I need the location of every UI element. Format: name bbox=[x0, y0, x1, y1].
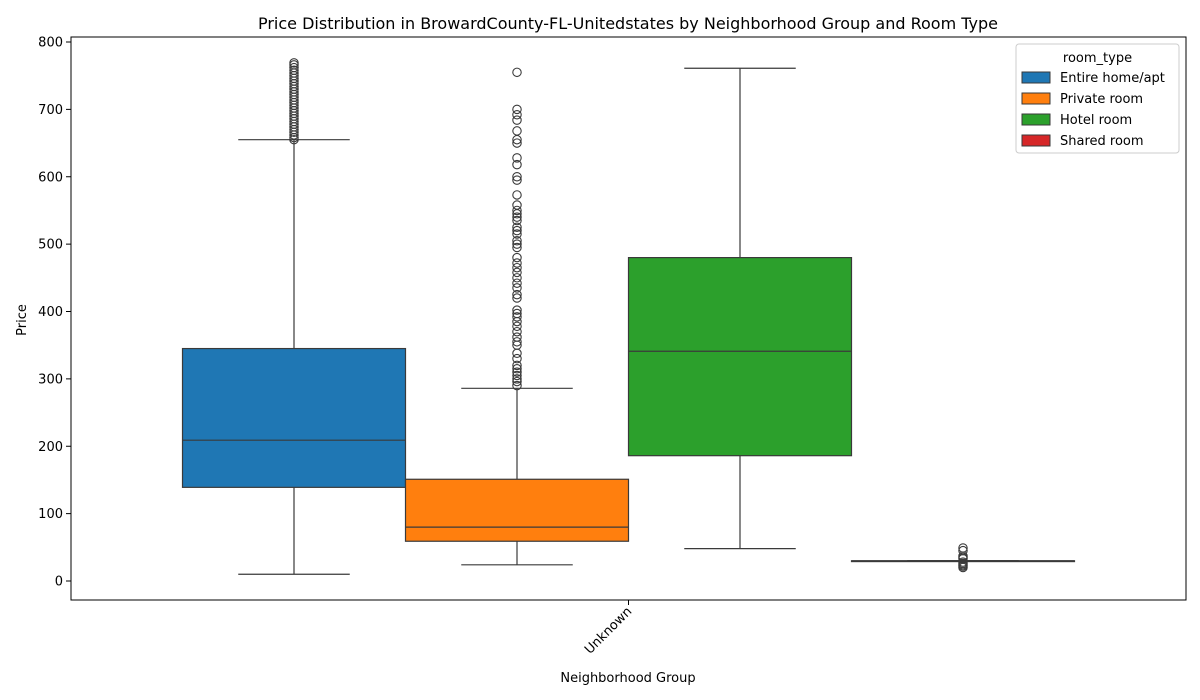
x-axis-label: Neighborhood Group bbox=[560, 671, 695, 686]
outlier-point bbox=[512, 215, 522, 226]
y-tick-label: 600 bbox=[38, 170, 63, 185]
outlier-point bbox=[512, 370, 522, 381]
legend-title: room_type bbox=[1063, 51, 1132, 66]
chart-title: Price Distribution in BrowardCounty-FL-U… bbox=[258, 14, 998, 33]
outlier-point bbox=[512, 138, 522, 148]
outlier-point bbox=[512, 360, 522, 371]
y-tick-label: 200 bbox=[38, 440, 63, 455]
legend-label: Shared room bbox=[1060, 134, 1144, 149]
outlier-point bbox=[512, 337, 522, 347]
outlier-point bbox=[512, 67, 522, 78]
outlier-point bbox=[512, 305, 522, 315]
legend-box bbox=[1015, 43, 1180, 154]
outlier-point bbox=[512, 374, 522, 384]
box-group-entire-home-apt bbox=[181, 58, 407, 575]
outlier-point bbox=[512, 200, 522, 210]
legend-swatch bbox=[1021, 113, 1051, 126]
outlier-point bbox=[512, 225, 522, 236]
outlier-point bbox=[289, 65, 299, 76]
outlier-point bbox=[512, 376, 522, 387]
legend-label: Hotel room bbox=[1060, 113, 1132, 128]
outlier-point bbox=[512, 236, 522, 246]
outlier-point bbox=[512, 273, 522, 283]
outlier-point bbox=[512, 242, 522, 253]
iqr-box bbox=[627, 257, 853, 457]
outlier-point bbox=[512, 190, 522, 200]
outlier-point bbox=[512, 308, 522, 319]
y-axis-label: Price bbox=[15, 304, 30, 336]
legend-item: Entire home/apt bbox=[1021, 71, 1165, 86]
legend-item: Private room bbox=[1021, 92, 1143, 107]
y-tick-label: 500 bbox=[38, 238, 63, 253]
outlier-point bbox=[512, 367, 522, 377]
outlier-point bbox=[512, 321, 522, 332]
plot-area bbox=[181, 58, 1076, 575]
outlier-point bbox=[512, 278, 522, 288]
outlier-point bbox=[512, 126, 522, 136]
y-tick-label: 800 bbox=[38, 36, 63, 51]
outlier-point bbox=[512, 175, 522, 185]
outlier-point bbox=[512, 380, 522, 391]
legend-label: Private room bbox=[1060, 92, 1143, 107]
outlier-point bbox=[512, 172, 522, 182]
outlier-point bbox=[512, 205, 522, 216]
legend-label: Entire home/apt bbox=[1060, 71, 1165, 86]
y-tick-label: 400 bbox=[38, 305, 63, 320]
box-group-hotel-room bbox=[627, 67, 853, 550]
outlier-point bbox=[512, 326, 522, 337]
x-tick-label: Unknown bbox=[582, 604, 635, 657]
outlier-point bbox=[512, 267, 522, 278]
outlier-point bbox=[512, 312, 522, 322]
outlier-point bbox=[289, 58, 299, 68]
outlier-point bbox=[512, 115, 522, 125]
iqr-box bbox=[404, 478, 630, 542]
outlier-point bbox=[512, 252, 522, 263]
iqr-box bbox=[181, 347, 407, 488]
outlier-point bbox=[512, 222, 522, 233]
outlier-point bbox=[958, 543, 968, 553]
outlier-point bbox=[512, 262, 522, 273]
y-tick-label: 100 bbox=[38, 507, 63, 522]
outlier-point bbox=[512, 364, 522, 374]
outlier-point bbox=[512, 353, 522, 364]
legend-swatch bbox=[1021, 134, 1051, 147]
outlier-point bbox=[512, 229, 522, 239]
outlier-point bbox=[512, 212, 522, 222]
outlier-point bbox=[512, 159, 522, 170]
y-tick-label: 700 bbox=[38, 103, 63, 118]
outlier-point bbox=[512, 258, 522, 268]
legend: room_type Entire home/apt Private room Hote… bbox=[1015, 43, 1180, 154]
outlier-point bbox=[958, 545, 968, 556]
outlier-point bbox=[512, 110, 522, 120]
legend-swatch bbox=[1021, 92, 1051, 105]
legend-item: Shared room bbox=[1021, 134, 1144, 149]
outlier-point bbox=[289, 62, 299, 73]
box-group-private-room bbox=[404, 67, 630, 566]
y-tick-label: 0 bbox=[55, 575, 63, 590]
outlier-point bbox=[512, 293, 522, 303]
box-group-shared-room bbox=[850, 543, 1076, 573]
axes: 0 100 200 300 400 500 600 700 800 Unknown bbox=[38, 36, 635, 658]
outlier-point bbox=[512, 239, 522, 249]
outlier-point bbox=[512, 104, 522, 115]
outlier-point bbox=[512, 153, 522, 163]
outlier-point bbox=[512, 283, 522, 293]
outlier-point bbox=[512, 289, 522, 300]
y-tick-label: 300 bbox=[38, 372, 63, 387]
outlier-point bbox=[958, 557, 968, 567]
outlier-point bbox=[512, 348, 522, 359]
legend-item: Hotel room bbox=[1021, 113, 1132, 128]
legend-swatch bbox=[1021, 71, 1051, 84]
outlier-point bbox=[512, 332, 522, 342]
